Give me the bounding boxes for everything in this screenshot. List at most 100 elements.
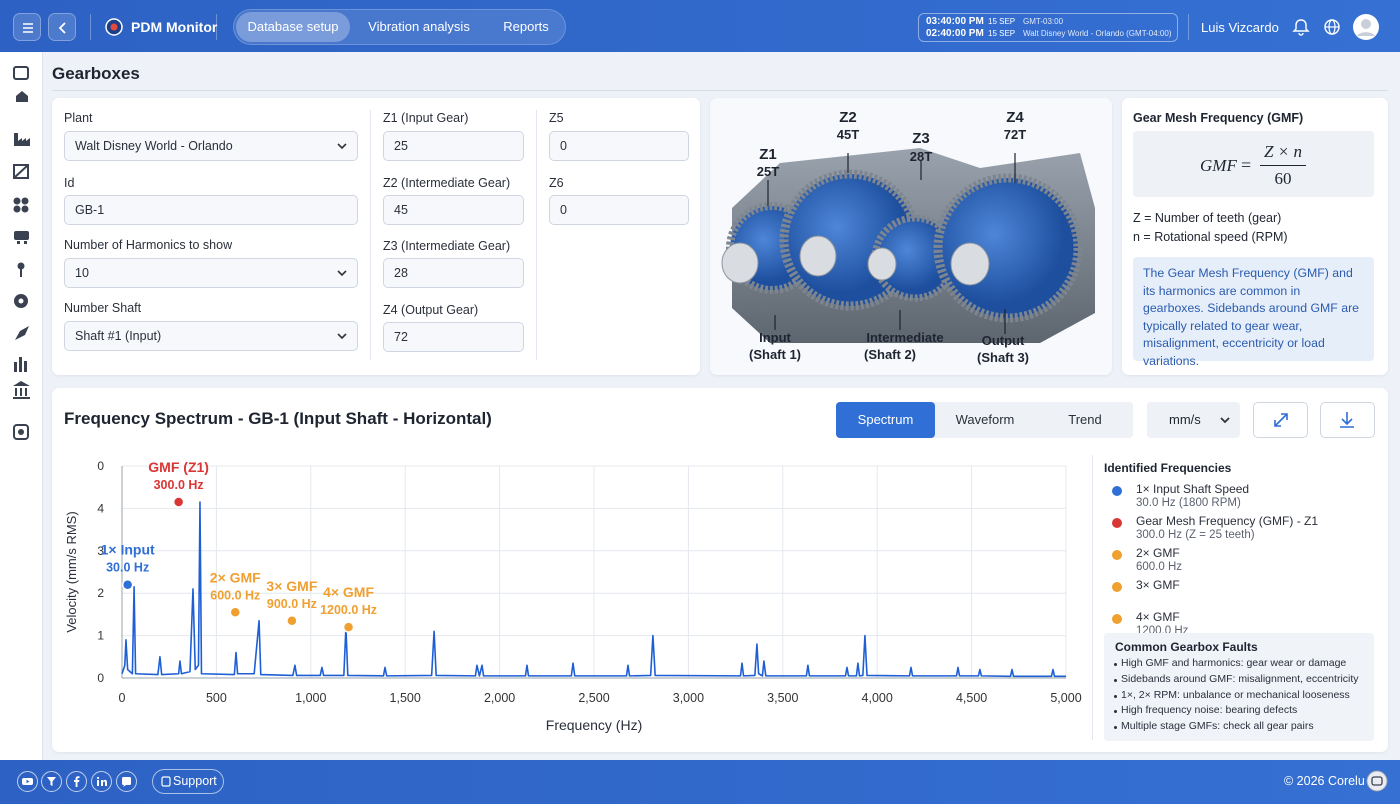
peak-label: GMF (Z1) — [148, 459, 209, 475]
user-name[interactable]: Luis Vizcardo — [1201, 20, 1279, 35]
gear-teeth: 72T — [1003, 127, 1027, 142]
support-button[interactable]: Support — [152, 769, 224, 794]
fault-item: High frequency noise: bearing defects — [1113, 704, 1373, 720]
bullet — [1114, 663, 1117, 666]
nav-tab[interactable]: Database setup — [247, 19, 339, 34]
fault-text: 1×, 2× RPM: unbalance or mechanical loos… — [1121, 688, 1350, 701]
chat-link[interactable] — [116, 771, 137, 792]
peak-label: 3× GMF — [266, 578, 317, 594]
bullet — [1114, 694, 1117, 698]
formula-operator: = — [1241, 155, 1252, 175]
z1-input[interactable]: 25 — [383, 131, 524, 161]
legend-dot — [1112, 614, 1122, 624]
peak-value-label: 1200.0 Hz — [320, 603, 377, 617]
download-button[interactable] — [1320, 402, 1375, 438]
icon — [122, 777, 131, 787]
select-value: mm/s — [1169, 412, 1201, 427]
fault-text: Multiple stage GMFs: check all gear pair… — [1121, 720, 1314, 733]
z3-input[interactable]: 28 — [383, 258, 524, 288]
view-tab[interactable]: Trend — [1068, 412, 1102, 427]
sidebar-icons[interactable] — [12, 64, 32, 444]
legend-name: 2× GMF — [1136, 546, 1180, 560]
x-tick-label: 1,500 — [390, 691, 421, 705]
expand-icon — [1274, 413, 1288, 427]
z4-input[interactable]: 72 — [383, 322, 524, 352]
shaft-number: (Shaft 1) — [749, 347, 801, 362]
z5-input[interactable]: 0 — [549, 131, 689, 161]
z6-input[interactable]: 0 — [549, 195, 689, 225]
divider — [370, 110, 371, 360]
field-label: Z3 (Intermediate Gear) — [383, 239, 511, 253]
logo — [105, 18, 123, 36]
nav-tab[interactable]: Vibration analysis — [368, 19, 470, 34]
divider — [1188, 14, 1189, 40]
spectrum-line — [121, 501, 1066, 678]
fault-text: High GMF and harmonics: gear wear or dam… — [1121, 657, 1347, 669]
field-label: Z1 (Input Gear) — [383, 111, 469, 125]
expand-button[interactable] — [1253, 402, 1308, 438]
view-tab[interactable]: Waveform — [955, 412, 1015, 427]
peak-marker — [229, 606, 242, 619]
x-tick-label: 3,000 — [673, 691, 704, 705]
definition: n = Rotational speed (RPM) — [1133, 230, 1288, 244]
field-label: Id — [64, 176, 75, 190]
peak-value-label: 30.0 Hz — [106, 561, 149, 575]
shaft-select[interactable]: Shaft #1 (Input) — [64, 321, 358, 351]
peak-label: 1× Input — [101, 542, 155, 558]
shaft-name: Intermediate — [866, 330, 944, 345]
select-value: 10 — [75, 266, 89, 280]
y-tick-label: 3 — [97, 544, 104, 558]
active-tab-bg — [236, 12, 350, 42]
globe-icon[interactable] — [1323, 18, 1341, 36]
menu-button[interactable] — [13, 13, 41, 41]
divider — [216, 14, 217, 40]
support-icon — [161, 776, 171, 787]
nav-tab[interactable]: Reports — [503, 19, 549, 34]
chart-title: Frequency Spectrum - GB-1 (Input Shaft -… — [64, 409, 492, 428]
facebook-link[interactable] — [66, 771, 87, 792]
filter-link[interactable] — [41, 771, 62, 792]
back-button[interactable] — [48, 13, 76, 41]
x-tick-label: 2,500 — [578, 691, 609, 705]
legend-title: Identified Frequencies — [1104, 461, 1232, 475]
linkedin-link[interactable] — [91, 771, 112, 792]
view-tab[interactable]: Spectrum — [836, 402, 935, 438]
copyright: © 2026 Corelu — [1284, 774, 1365, 788]
legend-dot — [1112, 582, 1122, 592]
legend-name: 3× GMF — [1136, 578, 1180, 592]
z2-input[interactable]: 45 — [383, 195, 524, 225]
y-tick-label: 2 — [97, 586, 104, 600]
chat-widget[interactable] — [1366, 770, 1388, 792]
harmonics-select[interactable]: 10 — [64, 258, 358, 288]
peak-value-label: 600.0 Hz — [210, 588, 260, 602]
x-tick-label: 3,500 — [767, 691, 798, 705]
peak-label: 4× GMF — [323, 584, 374, 600]
legend-detail: 30.0 Hz (1800 RPM) — [1136, 497, 1241, 509]
field-label: Z2 (Intermediate Gear) — [383, 176, 511, 190]
legend-dot — [1112, 550, 1122, 560]
avatar[interactable] — [1352, 13, 1380, 41]
x-axis-label: Frequency (Hz) — [546, 717, 642, 733]
legend-detail: 600.0 Hz — [1136, 561, 1183, 573]
youtube-link[interactable] — [17, 771, 38, 792]
icon — [74, 776, 80, 787]
y-tick-label: 0 — [97, 459, 104, 473]
bell-icon[interactable] — [1292, 18, 1310, 36]
icon — [47, 777, 56, 786]
footer — [0, 760, 1400, 804]
legend: 1× Input Shaft Speed 30.0 Hz (1800 RPM) Ge… — [1104, 482, 1384, 637]
x-tick-label: 5,000 — [1050, 691, 1081, 705]
unit-select[interactable]: mm/s — [1147, 402, 1240, 438]
divider — [536, 110, 537, 360]
chevron — [1220, 417, 1230, 424]
plant-select[interactable]: Walt Disney World - Orlando — [64, 131, 358, 161]
id-input[interactable]: GB-1 — [64, 195, 358, 225]
gear-teeth: 28T — [909, 149, 933, 164]
bullet — [1114, 678, 1117, 682]
legend-name: 4× GMF — [1136, 610, 1180, 624]
divider — [90, 14, 91, 40]
faults-list: High GMF and harmonics: gear wear or dam… — [1113, 657, 1373, 736]
formula-numerator: Z × n — [1264, 142, 1302, 161]
